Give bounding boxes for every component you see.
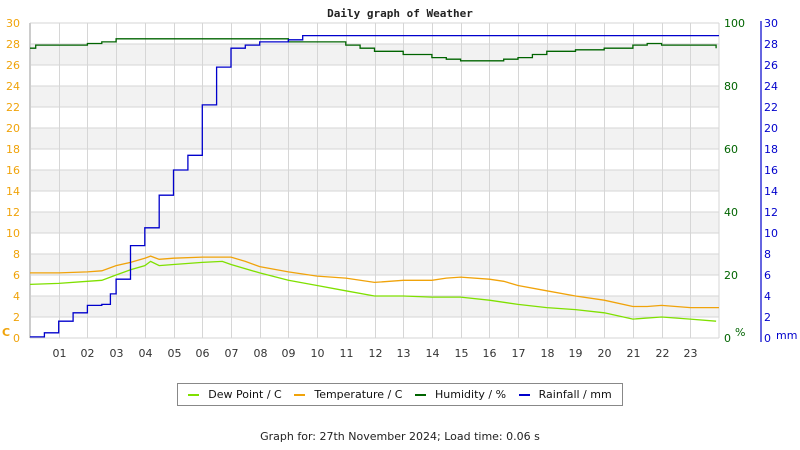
svg-text:04: 04	[139, 347, 153, 360]
svg-text:13: 13	[397, 347, 411, 360]
svg-text:28: 28	[764, 38, 778, 51]
svg-text:20: 20	[6, 122, 20, 135]
svg-text:4: 4	[13, 290, 20, 303]
legend-label: Rainfall / mm	[538, 388, 612, 401]
svg-text:21: 21	[627, 347, 641, 360]
data-lines	[29, 34, 719, 338]
svg-text:14: 14	[764, 185, 778, 198]
svg-text:09: 09	[282, 347, 296, 360]
svg-text:6: 6	[764, 269, 771, 282]
legend: Dew Point / C Temperature / C Humidity /…	[177, 383, 623, 406]
svg-text:28: 28	[6, 38, 20, 51]
svg-text:0: 0	[764, 332, 771, 345]
svg-text:2: 2	[764, 311, 771, 324]
svg-text:30: 30	[764, 17, 778, 30]
svg-text:mm: mm	[776, 329, 797, 342]
svg-text:24: 24	[6, 80, 20, 93]
graph-footer: Graph for: 27th November 2024; Load time…	[260, 430, 540, 443]
svg-text:15: 15	[455, 347, 469, 360]
svg-text:22: 22	[6, 101, 20, 114]
humidity-swatch-icon	[415, 393, 427, 396]
svg-text:26: 26	[6, 59, 20, 72]
svg-text:06: 06	[196, 347, 210, 360]
svg-text:12: 12	[6, 206, 20, 219]
svg-text:30: 30	[6, 17, 20, 30]
svg-text:16: 16	[764, 164, 778, 177]
svg-text:C: C	[2, 326, 10, 339]
svg-text:60: 60	[724, 143, 738, 156]
svg-text:6: 6	[13, 269, 20, 282]
svg-text:16: 16	[483, 347, 497, 360]
legend-item-dew-point: Dew Point / C	[188, 388, 282, 401]
svg-text:0: 0	[13, 332, 20, 345]
svg-text:0: 0	[724, 332, 731, 345]
legend-item-temperature: Temperature / C	[294, 388, 402, 401]
svg-text:23: 23	[684, 347, 698, 360]
svg-text:16: 16	[6, 164, 20, 177]
axes: 01 02 03 04 05 06 07 08 09 10 11 12 13 14 15 16 17 18 19 20…	[2, 17, 797, 360]
svg-text:10: 10	[311, 347, 325, 360]
svg-text:01: 01	[53, 347, 67, 360]
svg-text:%: %	[735, 326, 745, 339]
svg-text:05: 05	[168, 347, 182, 360]
svg-text:20: 20	[598, 347, 612, 360]
svg-text:10: 10	[764, 227, 778, 240]
svg-text:18: 18	[764, 143, 778, 156]
svg-text:8: 8	[764, 248, 771, 261]
svg-text:14: 14	[426, 347, 440, 360]
svg-text:100: 100	[724, 17, 745, 30]
svg-text:12: 12	[764, 206, 778, 219]
legend-label: Temperature / C	[314, 388, 403, 401]
svg-text:18: 18	[6, 143, 20, 156]
svg-text:4: 4	[764, 290, 771, 303]
rainfall-swatch-icon	[518, 393, 530, 396]
svg-text:40: 40	[724, 206, 738, 219]
svg-text:14: 14	[6, 185, 20, 198]
svg-text:24: 24	[764, 80, 778, 93]
svg-text:08: 08	[254, 347, 268, 360]
svg-text:80: 80	[724, 80, 738, 93]
svg-text:17: 17	[512, 347, 526, 360]
svg-text:22: 22	[764, 101, 778, 114]
legend-label: Dew Point / C	[208, 388, 282, 401]
svg-text:22: 22	[656, 347, 670, 360]
grid-bands	[30, 44, 719, 317]
svg-text:20: 20	[724, 269, 738, 282]
svg-text:11: 11	[340, 347, 354, 360]
svg-text:2: 2	[13, 311, 20, 324]
svg-text:20: 20	[764, 122, 778, 135]
legend-item-humidity: Humidity / %	[415, 388, 506, 401]
svg-text:19: 19	[569, 347, 583, 360]
svg-text:8: 8	[13, 248, 20, 261]
svg-text:10: 10	[6, 227, 20, 240]
svg-text:18: 18	[541, 347, 555, 360]
svg-text:02: 02	[81, 347, 95, 360]
legend-item-rainfall: Rainfall / mm	[518, 388, 612, 401]
svg-text:07: 07	[225, 347, 239, 360]
dew-point-swatch-icon	[188, 393, 200, 396]
svg-text:12: 12	[369, 347, 383, 360]
svg-text:26: 26	[764, 59, 778, 72]
chart-title: Daily graph of Weather	[327, 7, 473, 20]
svg-text:03: 03	[110, 347, 124, 360]
temperature-swatch-icon	[294, 393, 306, 396]
legend-label: Humidity / %	[435, 388, 507, 401]
weather-chart: Daily graph of Weather 01 02 03 04 05 06 07 08 0…	[2, 7, 797, 360]
